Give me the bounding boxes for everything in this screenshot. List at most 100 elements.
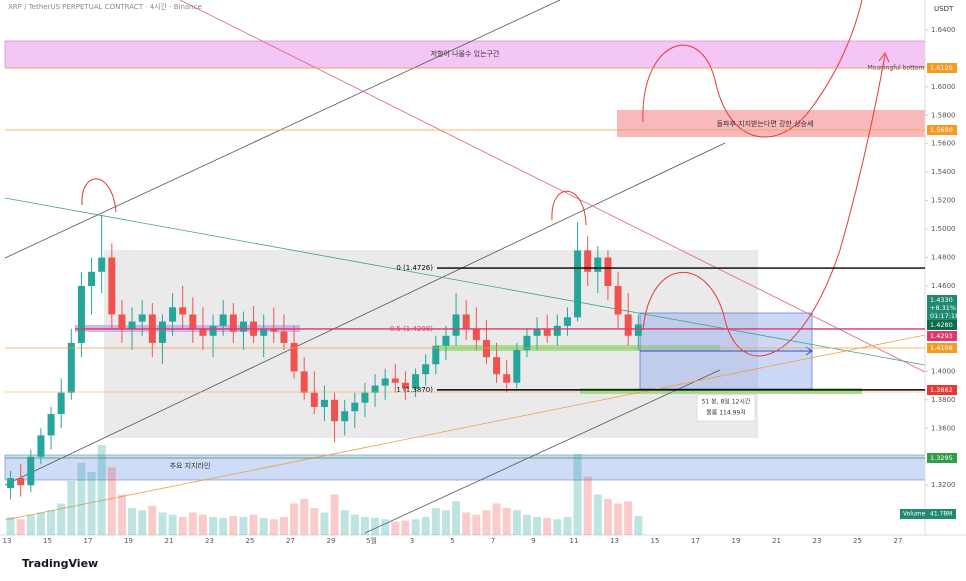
candle-body [169, 307, 177, 322]
price-badge [927, 320, 957, 330]
volume-bar [77, 463, 86, 535]
candle-body [128, 321, 136, 329]
price-label: 1.3295 [930, 454, 953, 462]
candle-body [209, 325, 217, 336]
x-tick-label: 19 [124, 537, 133, 545]
x-tick-label: 23 [205, 537, 214, 545]
volume-bar [128, 508, 137, 535]
candle-body [219, 314, 227, 326]
y-tick-label: 1.4000 [931, 367, 956, 375]
volume-bar [269, 519, 278, 535]
volume-bar [259, 517, 268, 535]
x-tick-label: 11 [570, 537, 579, 545]
candle-body [37, 435, 45, 457]
candle-body [17, 478, 25, 486]
candle-body [422, 364, 430, 375]
x-tick-label: 9 [531, 537, 535, 545]
candle-body [493, 357, 501, 375]
trend-line [179, 0, 926, 373]
y-tick-label: 1.4800 [931, 254, 956, 262]
candle-body [452, 314, 460, 336]
y-tick-label: 1.5600 [931, 140, 956, 148]
green-band [580, 388, 862, 394]
volume-bar [391, 521, 400, 535]
candle-body [351, 402, 359, 412]
volume-bar [614, 503, 623, 535]
volume-bar [360, 517, 369, 535]
volume-bar [6, 517, 15, 535]
candle-body [371, 385, 379, 393]
volume-bar [371, 517, 380, 535]
drawings [0, 0, 966, 536]
chart-title: XRP / TetherUS PERPETUAL CONTRACT · 4시간 … [8, 2, 202, 11]
volume-bar [16, 519, 25, 535]
y-tick-label: 1.3800 [931, 396, 956, 404]
trend-line [4, 142, 726, 486]
volume-bar [87, 472, 96, 535]
candle-body [77, 285, 85, 343]
x-tick-label: 29 [327, 537, 336, 545]
volume-bar [148, 505, 157, 535]
brand: TradingView [22, 557, 98, 570]
volume-bar [290, 503, 299, 535]
price-badge [927, 343, 957, 353]
price-badge [927, 295, 957, 305]
price-badge [927, 331, 957, 341]
fib-label: 0 (1.4726) [396, 264, 433, 272]
volume-bar [340, 510, 349, 535]
candle-body [604, 257, 612, 286]
candle-body [391, 378, 399, 383]
candle-body [229, 314, 237, 332]
price-label: 1.4330 [930, 296, 953, 304]
volume-bar [188, 512, 197, 535]
x-tick-label: 23 [813, 537, 822, 545]
volume-bar [67, 481, 76, 535]
fib-label: 0.5 (1.4298) [390, 325, 434, 333]
candle-body [401, 382, 409, 389]
volume-bar [593, 494, 602, 535]
volume-value: 41.78M [930, 511, 952, 518]
volume-bar [583, 476, 592, 535]
price-label: 1.5690 [930, 126, 953, 134]
volume-bar [249, 514, 258, 535]
candle-body [432, 345, 440, 365]
volume-bar [279, 517, 288, 535]
volume-bar [117, 494, 126, 535]
volume-bar [239, 517, 248, 535]
volume-bar [492, 503, 501, 535]
curve-arrow [81, 178, 117, 213]
volume-bar [401, 520, 410, 535]
volume-bar [310, 508, 319, 535]
y-tick-label: 1.3200 [931, 481, 956, 489]
price-badge [927, 385, 957, 395]
candle-body [563, 317, 571, 326]
candle-body [108, 257, 116, 315]
candle-body [381, 378, 389, 386]
x-tick-label: 13 [3, 537, 12, 545]
x-tick-label: 25 [246, 537, 255, 545]
annotation: 추요 지지라인 [170, 461, 211, 470]
volume-bar [563, 517, 572, 535]
volume-bar [543, 517, 552, 535]
candle-body [513, 350, 521, 383]
candle-body [361, 392, 369, 403]
price-badge [927, 125, 957, 135]
price-badge [927, 311, 957, 321]
volume-bar [482, 510, 491, 535]
volume-bar [381, 519, 390, 535]
volume-bar [512, 510, 521, 535]
price-badge [927, 63, 957, 73]
volume-bar [36, 512, 45, 535]
volume-bar [411, 519, 420, 535]
price-label: +8.31% [930, 304, 956, 312]
x-tick-label: 3 [410, 537, 414, 545]
candle-body [67, 342, 75, 393]
price-label: 1.4280 [930, 321, 953, 329]
volume-bar [320, 512, 329, 535]
volume-bar [97, 445, 106, 535]
volume-bar [502, 508, 511, 535]
candle-body [533, 328, 541, 336]
x-tick-label: 19 [732, 537, 741, 545]
candle-body [310, 392, 318, 407]
x-tick-label: 7 [491, 537, 495, 545]
